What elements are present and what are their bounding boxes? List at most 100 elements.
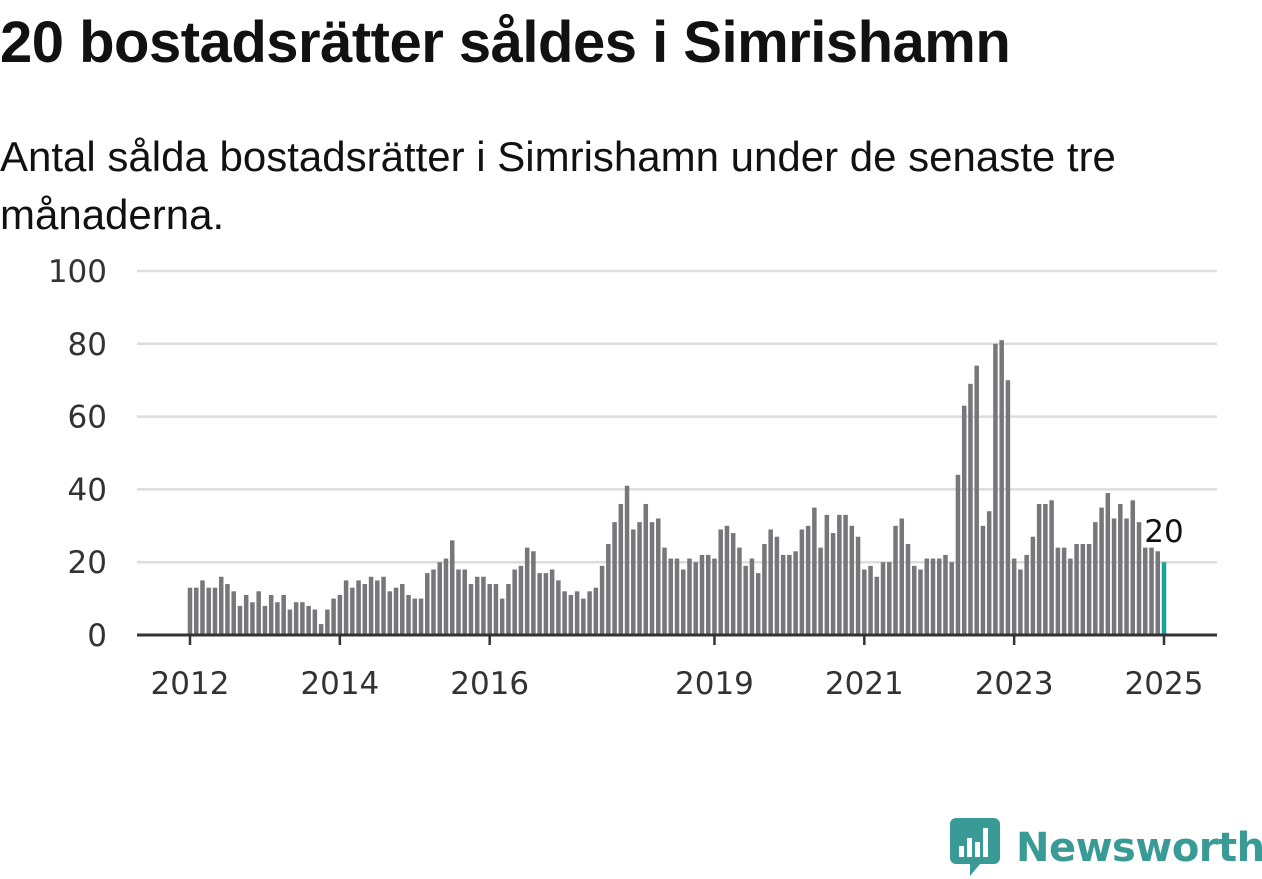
bar — [787, 554, 792, 635]
bar — [668, 558, 674, 635]
bar — [543, 573, 549, 635]
bar — [687, 558, 692, 635]
bar — [287, 609, 293, 635]
x-tick-label: 2012 — [151, 666, 230, 702]
bar — [1011, 558, 1017, 635]
bar — [243, 594, 249, 635]
bar — [581, 598, 586, 635]
bar — [768, 529, 773, 635]
x-axis-ticks: 2012 2014 2016 2019 2021 2023 2025 — [151, 635, 1203, 702]
bar — [468, 584, 474, 635]
bar — [375, 580, 380, 635]
bar — [1086, 544, 1092, 635]
bar — [1024, 554, 1029, 635]
bar — [674, 558, 680, 635]
bar — [955, 474, 961, 635]
bar — [275, 602, 280, 635]
bar — [437, 562, 442, 635]
bar — [194, 587, 199, 635]
bar — [268, 594, 274, 635]
bar — [905, 544, 911, 635]
bar — [737, 547, 742, 635]
bar — [1143, 547, 1148, 635]
bar — [999, 340, 1004, 635]
bar — [880, 562, 886, 635]
bar — [512, 569, 517, 635]
bar — [1105, 493, 1111, 635]
bar — [824, 514, 830, 635]
bar — [606, 544, 611, 635]
bar — [1118, 503, 1123, 635]
y-tick-label: 20 — [68, 545, 107, 581]
bar — [974, 365, 979, 635]
bar — [306, 605, 311, 635]
bar — [368, 576, 374, 635]
x-tick-label: 2021 — [825, 666, 904, 702]
bar — [418, 598, 424, 635]
bar — [393, 587, 399, 635]
bar — [343, 580, 349, 635]
bar — [231, 591, 236, 635]
bar — [1055, 547, 1061, 635]
bar — [350, 587, 355, 635]
bar — [218, 576, 224, 635]
bar — [743, 565, 748, 635]
bar — [518, 565, 524, 635]
bar — [830, 533, 836, 635]
bar — [1149, 547, 1154, 635]
bar — [318, 624, 324, 635]
bar — [400, 584, 405, 635]
bar — [562, 591, 567, 635]
bar — [624, 485, 630, 635]
bar — [1111, 518, 1117, 635]
data-labels: 20 — [1140, 510, 1187, 554]
bar — [300, 602, 305, 635]
y-tick-label: 60 — [68, 400, 107, 436]
bar — [868, 565, 873, 635]
bar — [637, 522, 642, 635]
bar — [462, 569, 467, 635]
bar — [1030, 536, 1036, 635]
bar — [1043, 503, 1048, 635]
bar — [874, 576, 880, 635]
bar — [986, 511, 992, 635]
bar — [1074, 544, 1079, 635]
bar — [893, 525, 898, 635]
bar — [681, 569, 686, 635]
bar — [693, 562, 698, 635]
bar — [593, 587, 599, 635]
bar — [949, 562, 954, 635]
bar — [943, 554, 948, 635]
y-tick-label: 100 — [48, 254, 107, 290]
y-tick-label: 0 — [87, 618, 107, 654]
bar — [762, 544, 767, 635]
bar — [1061, 547, 1067, 635]
bar — [212, 587, 218, 635]
bar — [924, 558, 929, 635]
bar — [537, 573, 542, 635]
bar — [381, 576, 386, 635]
bar — [1130, 500, 1136, 635]
x-tick-label: 2014 — [300, 666, 379, 702]
bar — [643, 503, 649, 635]
bar — [1049, 500, 1054, 635]
bar — [1099, 507, 1104, 635]
bar — [818, 547, 823, 635]
bar — [449, 540, 455, 635]
chart-subtitle: Antal sålda bostadsrätter i Simrishamn u… — [0, 133, 1116, 238]
bar — [225, 584, 230, 635]
bar — [1080, 544, 1086, 635]
bar — [487, 584, 492, 635]
bar — [780, 554, 786, 635]
bar — [912, 565, 917, 635]
bars — [187, 340, 1167, 635]
bar — [256, 591, 261, 635]
bar — [293, 602, 299, 635]
bar — [724, 525, 730, 635]
bar — [843, 514, 848, 635]
x-tick-label: 2023 — [975, 666, 1054, 702]
bar — [431, 569, 436, 635]
bar — [862, 569, 867, 635]
bar — [493, 584, 499, 635]
